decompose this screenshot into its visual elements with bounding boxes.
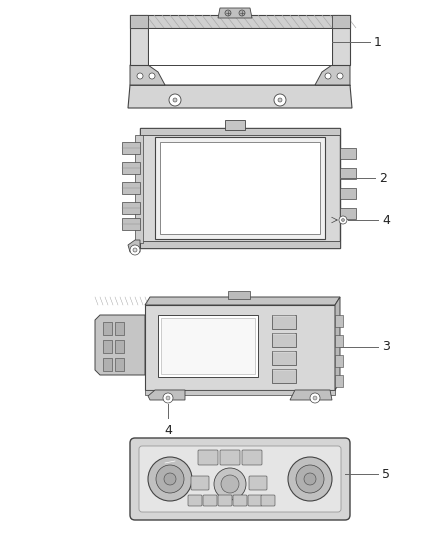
Circle shape xyxy=(169,94,181,106)
Polygon shape xyxy=(145,297,340,305)
Bar xyxy=(272,351,296,365)
Bar xyxy=(158,315,258,377)
Bar xyxy=(340,208,356,219)
Circle shape xyxy=(304,473,316,485)
Circle shape xyxy=(296,465,324,493)
Bar xyxy=(335,375,343,387)
Circle shape xyxy=(156,465,184,493)
Circle shape xyxy=(173,98,177,102)
Polygon shape xyxy=(332,15,350,65)
Bar xyxy=(225,120,245,130)
Polygon shape xyxy=(335,297,340,390)
Bar xyxy=(335,355,343,367)
Circle shape xyxy=(214,468,246,500)
Circle shape xyxy=(325,73,331,79)
FancyBboxPatch shape xyxy=(261,495,275,506)
Text: 3: 3 xyxy=(382,341,390,353)
Bar xyxy=(122,202,140,214)
Circle shape xyxy=(148,457,192,501)
FancyBboxPatch shape xyxy=(139,446,341,512)
Polygon shape xyxy=(130,15,148,28)
Bar xyxy=(335,315,343,327)
Bar xyxy=(115,340,124,353)
Circle shape xyxy=(342,219,345,222)
Bar xyxy=(122,218,140,230)
Bar xyxy=(140,241,340,248)
Polygon shape xyxy=(130,15,350,28)
Bar xyxy=(340,188,356,199)
Circle shape xyxy=(164,473,176,485)
Polygon shape xyxy=(130,65,165,85)
Bar xyxy=(115,358,124,371)
FancyBboxPatch shape xyxy=(218,495,232,506)
Text: 5: 5 xyxy=(382,467,390,481)
Bar xyxy=(122,142,140,154)
Circle shape xyxy=(133,248,137,252)
Bar xyxy=(148,28,332,65)
Bar xyxy=(103,340,112,353)
FancyBboxPatch shape xyxy=(188,495,202,506)
Bar xyxy=(140,128,340,135)
Polygon shape xyxy=(95,315,145,375)
Circle shape xyxy=(221,475,239,493)
Circle shape xyxy=(337,73,343,79)
Bar xyxy=(115,322,124,335)
FancyBboxPatch shape xyxy=(233,495,247,506)
Bar xyxy=(340,148,356,159)
Text: 2: 2 xyxy=(379,172,387,184)
Polygon shape xyxy=(128,85,352,108)
Polygon shape xyxy=(148,390,185,400)
Bar xyxy=(140,128,340,248)
Circle shape xyxy=(274,94,286,106)
Bar xyxy=(272,369,296,383)
Circle shape xyxy=(288,457,332,501)
FancyBboxPatch shape xyxy=(242,450,262,465)
Polygon shape xyxy=(290,390,332,400)
Circle shape xyxy=(225,10,231,16)
Circle shape xyxy=(166,396,170,400)
Circle shape xyxy=(130,245,140,255)
Polygon shape xyxy=(128,240,140,252)
FancyBboxPatch shape xyxy=(130,438,350,520)
Text: 4: 4 xyxy=(382,214,390,227)
FancyBboxPatch shape xyxy=(249,476,267,490)
FancyBboxPatch shape xyxy=(198,450,218,465)
FancyBboxPatch shape xyxy=(248,495,262,506)
Text: 1: 1 xyxy=(374,36,382,49)
FancyBboxPatch shape xyxy=(191,476,209,490)
Bar xyxy=(122,182,140,194)
Bar xyxy=(122,162,140,174)
Bar xyxy=(145,390,335,395)
Text: 4: 4 xyxy=(164,424,172,437)
Circle shape xyxy=(310,393,320,403)
Polygon shape xyxy=(130,15,148,65)
FancyBboxPatch shape xyxy=(203,495,217,506)
Bar xyxy=(340,168,356,179)
Circle shape xyxy=(163,393,173,403)
Bar xyxy=(103,358,112,371)
Bar xyxy=(272,333,296,347)
Bar xyxy=(335,335,343,347)
Bar xyxy=(135,135,143,243)
Bar xyxy=(160,142,320,234)
Polygon shape xyxy=(332,15,350,28)
Polygon shape xyxy=(315,65,350,85)
Bar xyxy=(228,291,250,299)
Circle shape xyxy=(137,73,143,79)
Bar xyxy=(161,318,255,374)
Circle shape xyxy=(339,216,347,224)
FancyBboxPatch shape xyxy=(220,450,240,465)
Bar xyxy=(272,315,296,329)
Bar xyxy=(103,322,112,335)
Circle shape xyxy=(313,396,317,400)
Bar xyxy=(145,305,335,390)
Polygon shape xyxy=(218,8,252,18)
Circle shape xyxy=(278,98,282,102)
Circle shape xyxy=(149,73,155,79)
Circle shape xyxy=(239,10,245,16)
Bar xyxy=(155,137,325,239)
